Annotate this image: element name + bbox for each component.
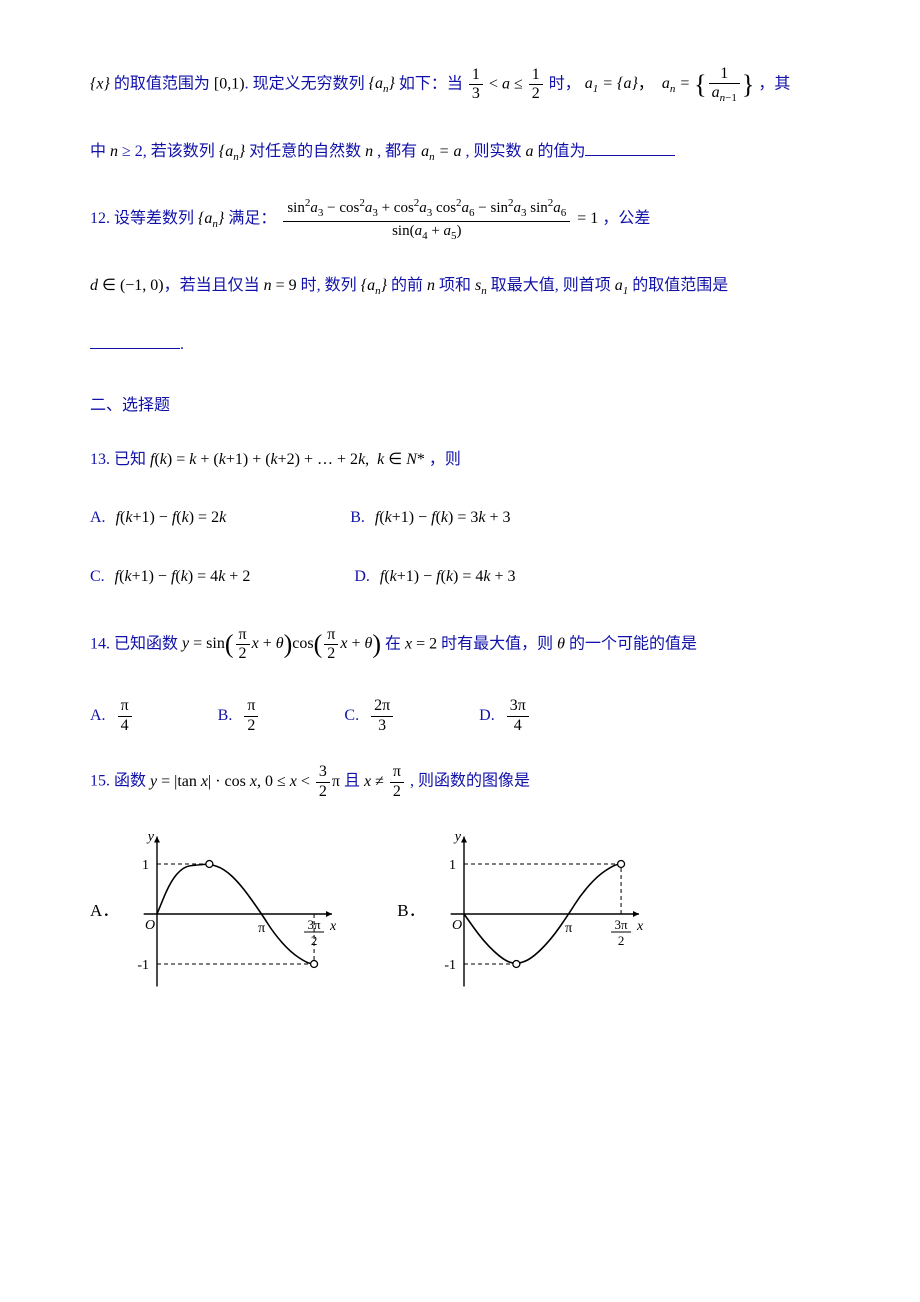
- frac-den: 2: [529, 85, 543, 103]
- svg-text:1: 1: [142, 858, 149, 873]
- q14-option-A[interactable]: A. π4: [90, 697, 134, 735]
- q15-suffix: , 则函数的图像是: [410, 773, 530, 790]
- q12-frac-num: sin2a3 − cos2a3 + cos2a3 cos2a6 − sin2a3…: [283, 196, 570, 221]
- opt-label: D.: [354, 568, 370, 585]
- q13-option-C[interactable]: C. f(k+1) − f(k) = 4k + 2: [90, 562, 250, 592]
- q14-option-C[interactable]: C. 2π3: [344, 697, 395, 735]
- q13-option-A[interactable]: A. f(k+1) − f(k) = 2k: [90, 503, 226, 533]
- q14-prefix: 14. 已知函数: [90, 635, 182, 652]
- frac-den: 3: [469, 85, 483, 103]
- q12-line2: d ∈ (−1, 0)，若当且仅当 n = 9 时, 数列 {an} 的前 n …: [90, 271, 840, 302]
- frac-num: 1: [469, 66, 483, 85]
- q13-option-D[interactable]: D. f(k+1) − f(k) = 4k + 3: [354, 562, 515, 592]
- opt-label: A.: [90, 509, 106, 526]
- q12-frac-den: sin(a4 + a5): [283, 222, 570, 243]
- q15-prefix: 15. 函数: [90, 773, 150, 790]
- q12-fraction: sin2a3 − cos2a3 + cos2a3 cos2a6 − sin2a3…: [283, 196, 570, 243]
- frac-den: an−1: [709, 84, 740, 105]
- graph-label-B: B．: [397, 895, 425, 927]
- q14-prompt: 14. 已知函数 y = sin(π2x + θ)cos(π2x + θ) 在 …: [90, 620, 840, 669]
- svg-text:x: x: [329, 919, 337, 934]
- graph-svg-B: y x O 1 -1 π 3π2: [444, 829, 644, 994]
- frac-num: 1: [709, 65, 740, 84]
- q13-option-B[interactable]: B. f(k+1) − f(k) = 3k + 3: [350, 503, 510, 533]
- q14-options: A. π4 B. π2 C. 2π3 D. 3π4: [90, 697, 840, 735]
- svg-text:3π: 3π: [614, 917, 628, 932]
- opt-label: C.: [90, 568, 105, 585]
- q15-prompt: 15. 函数 y = |tan x| · cos x, 0 ≤ x < 32π …: [90, 763, 840, 801]
- q15-graph-A[interactable]: A． yxO1-1π3π2: [90, 829, 337, 994]
- q14-option-D[interactable]: D. 3π4: [479, 697, 531, 735]
- svg-text:x: x: [636, 919, 644, 934]
- q15-graph-B[interactable]: B． y x O 1 -1 π 3π2: [397, 829, 643, 994]
- svg-text:y: y: [146, 830, 155, 845]
- svg-text:2: 2: [617, 933, 624, 948]
- svg-text:-1: -1: [138, 958, 150, 973]
- svg-text:π: π: [258, 921, 265, 936]
- q13-prefix: 13. 已知: [90, 451, 150, 468]
- q11-text-1: 的取值范围为: [110, 75, 214, 92]
- section-title: 二、选择题: [90, 391, 840, 421]
- q12-blank-line: .: [90, 330, 840, 360]
- q12-line1: 12. 设等差数列 {an} 满足： sin2a3 − cos2a3 + cos…: [90, 196, 840, 243]
- q13-options-row2: C. f(k+1) − f(k) = 4k + 2 D. f(k+1) − f(…: [90, 562, 840, 592]
- graph-svg-A: yxO1-1π3π2: [137, 829, 337, 994]
- q15-graphs: A． y x O 1 -1 π 3π2 B． y x O 1 -1 π 3π2: [90, 829, 840, 994]
- frac-num: 1: [529, 66, 543, 85]
- answer-blank[interactable]: [585, 141, 675, 156]
- svg-text:1: 1: [449, 858, 456, 873]
- opt-label: B.: [350, 509, 365, 526]
- svg-text:O: O: [145, 918, 155, 933]
- q13-prompt: 13. 已知 f(k) = k + (k+1) + (k+2) + … + 2k…: [90, 445, 840, 475]
- q14-option-B[interactable]: B. π2: [218, 697, 261, 735]
- graph-label-A: A．: [90, 895, 119, 927]
- q12-prefix: 12. 设等差数列: [90, 210, 198, 227]
- q13-options-row1: A. f(k+1) − f(k) = 2k B. f(k+1) − f(k) =…: [90, 503, 840, 533]
- answer-blank[interactable]: [90, 334, 180, 349]
- q11-line1: {x} 的取值范围为 [0,1). 现定义无穷数列 {an} 如下：当 13 <…: [90, 60, 840, 109]
- q11-line2: 中 n ≥ 2, 若该数列 {an} 对任意的自然数 n , 都有 an = a…: [90, 137, 840, 168]
- svg-text:-1: -1: [444, 958, 456, 973]
- svg-text:π: π: [565, 921, 572, 936]
- svg-text:O: O: [452, 918, 462, 933]
- svg-text:y: y: [452, 830, 461, 845]
- q13-suffix: ，则: [429, 451, 461, 468]
